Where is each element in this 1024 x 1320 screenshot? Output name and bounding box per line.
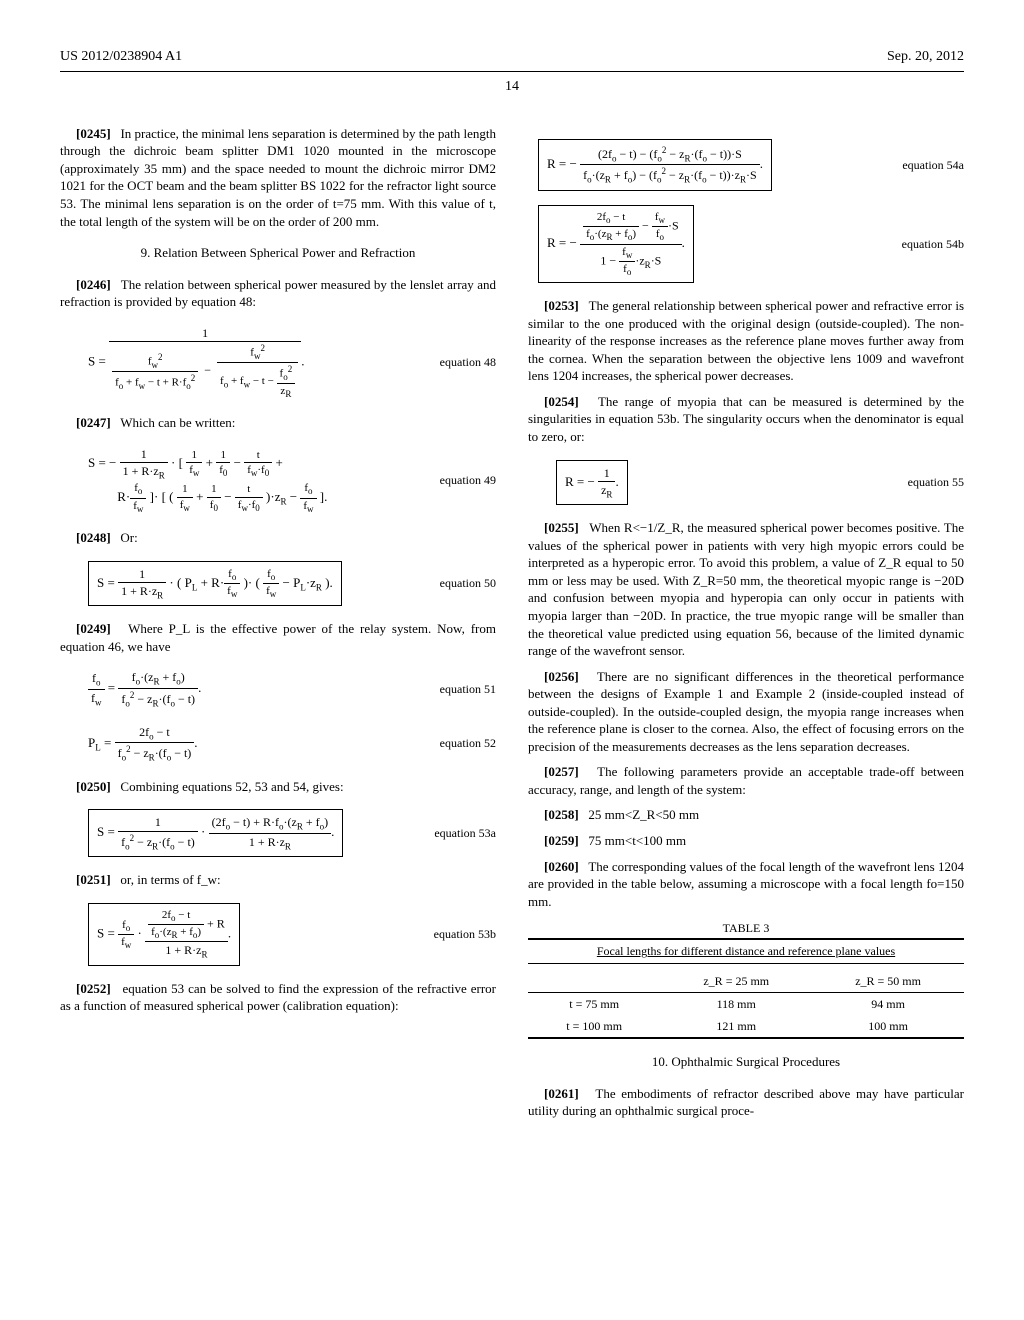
para-text: The embodiments of refractor described a… [528, 1086, 964, 1119]
eq-label: equation 51 [440, 681, 496, 697]
equation-53a: S = 1fo2 − zR·(fo − t) · (2fo − t) + R·f… [88, 809, 496, 857]
para-0251: [0251] or, in terms of f_w: [60, 871, 496, 889]
para-0247: [0247] Which can be written: [60, 414, 496, 432]
header-divider [60, 71, 964, 72]
para-text: In practice, the minimal lens separation… [60, 126, 496, 229]
para-0248: [0248] Or: [60, 529, 496, 547]
para-num: [0261] [544, 1086, 579, 1101]
para-0246: [0246] The relation between spherical po… [60, 276, 496, 311]
para-0258: [0258] 25 mm<Z_R<50 mm [528, 806, 964, 824]
para-text: The relation between spherical power mea… [60, 277, 496, 310]
para-num: [0256] [544, 669, 579, 684]
para-0250: [0250] Combining equations 52, 53 and 54… [60, 778, 496, 796]
para-0259: [0259] 75 mm<t<100 mm [528, 832, 964, 850]
para-num: [0250] [76, 779, 111, 794]
para-0256: [0256] There are no significant differen… [528, 668, 964, 756]
table-row: z_R = 25 mm z_R = 50 mm [528, 970, 964, 993]
para-num: [0252] [76, 981, 111, 996]
equation-50: S = 11 + R·zR · ( PL + R·fofw )· ( fofw … [88, 561, 496, 607]
equation-49: S = − 11 + R·zR · [ 1fw + 1f0 − tfw·f0 +… [88, 446, 496, 515]
para-num: [0247] [76, 415, 111, 430]
para-num: [0245] [76, 126, 111, 141]
equation-54b: R = − 2fo − tfo·(zR + fo) − fwfo·S 1 − f… [538, 205, 964, 283]
para-0245: [0245] In practice, the minimal lens sep… [60, 125, 496, 230]
para-text: Or: [120, 530, 137, 545]
para-0255: [0255] When R<−1/Z_R, the measured spher… [528, 519, 964, 659]
equation-52: PL = 2fo − tfo2 − zR·(fo − t). equation … [88, 724, 496, 764]
table-cell: 100 mm [812, 1015, 964, 1038]
para-num: [0254] [544, 394, 579, 409]
para-num: [0257] [544, 764, 579, 779]
pub-date: Sep. 20, 2012 [887, 48, 964, 67]
para-text: Combining equations 52, 53 and 54, gives… [120, 779, 343, 794]
eq-label: equation 49 [440, 472, 496, 488]
equation-55: R = − 1zR. equation 55 [556, 460, 964, 506]
table-header [528, 970, 660, 993]
para-num: [0260] [544, 859, 579, 874]
equation-53b: S = fofw · 2fo − tfo·(zR + fo) + R 1 + R… [88, 903, 496, 966]
equation-48: S = 1 fw2fo + fw − t + R·fo2 − fw2fo + f… [88, 325, 496, 400]
table-cell: t = 75 mm [528, 992, 660, 1015]
equation-51: fofw = fo·(zR + fo)fo2 − zR·(fo − t). eq… [88, 669, 496, 709]
para-0260: [0260] The corresponding values of the f… [528, 858, 964, 911]
body-columns: [0245] In practice, the minimal lens sep… [60, 125, 964, 1128]
eq-label: equation 54a [902, 157, 964, 173]
para-text: 75 mm<t<100 mm [588, 833, 686, 848]
eq-label: equation 54b [902, 236, 964, 252]
para-text: 25 mm<Z_R<50 mm [588, 807, 699, 822]
table-3-subtitle: Focal lengths for different distance and… [528, 938, 964, 963]
para-num: [0259] [544, 833, 579, 848]
para-num: [0249] [76, 621, 111, 636]
page-number: 14 [60, 78, 964, 97]
para-text: The corresponding values of the focal le… [528, 859, 964, 909]
para-0249: [0249] Where P_L is the effective power … [60, 620, 496, 655]
para-num: [0251] [76, 872, 111, 887]
para-text: There are no significant differences in … [528, 669, 964, 754]
table-cell: 94 mm [812, 992, 964, 1015]
para-num: [0253] [544, 298, 579, 313]
table-header: z_R = 50 mm [812, 970, 964, 993]
eq-label: equation 53a [434, 825, 496, 841]
table-row: t = 100 mm 121 mm 100 mm [528, 1015, 964, 1038]
para-0257: [0257] The following parameters provide … [528, 763, 964, 798]
para-0253: [0253] The general relationship between … [528, 297, 964, 385]
para-num: [0246] [76, 277, 111, 292]
para-text: When R<−1/Z_R, the measured spherical po… [528, 520, 964, 658]
equation-54a: R = − (2fo − t) − (fo2 − zR·(fo − t))·S … [538, 139, 964, 191]
eq-label: equation 52 [440, 735, 496, 751]
eq-label: equation 55 [908, 474, 964, 490]
para-text: Where P_L is the effective power of the … [60, 621, 496, 654]
pub-number: US 2012/0238904 A1 [60, 48, 182, 67]
table-3-title: TABLE 3 [528, 920, 964, 936]
table-cell: 118 mm [660, 992, 812, 1015]
para-text: Which can be written: [120, 415, 235, 430]
eq-label: equation 50 [440, 575, 496, 591]
table-cell: 121 mm [660, 1015, 812, 1038]
section-9-title: 9. Relation Between Spherical Power and … [60, 244, 496, 262]
para-text: The range of myopia that can be measured… [528, 394, 964, 444]
page-header: US 2012/0238904 A1 Sep. 20, 2012 [60, 48, 964, 67]
para-num: [0255] [544, 520, 579, 535]
para-num: [0258] [544, 807, 579, 822]
para-num: [0248] [76, 530, 111, 545]
para-0261: [0261] The embodiments of refractor desc… [528, 1085, 964, 1120]
para-0252: [0252] equation 53 can be solved to find… [60, 980, 496, 1015]
para-text: The following parameters provide an acce… [528, 764, 964, 797]
table-3: z_R = 25 mm z_R = 50 mm t = 75 mm 118 mm… [528, 970, 964, 1040]
eq-label: equation 53b [434, 926, 496, 942]
section-10-title: 10. Ophthalmic Surgical Procedures [528, 1053, 964, 1071]
table-row: t = 75 mm 118 mm 94 mm [528, 992, 964, 1015]
para-text: equation 53 can be solved to find the ex… [60, 981, 496, 1014]
eq-label: equation 48 [440, 354, 496, 370]
para-text: or, in terms of f_w: [120, 872, 220, 887]
para-text: The general relationship between spheric… [528, 298, 964, 383]
table-header: z_R = 25 mm [660, 970, 812, 993]
para-0254: [0254] The range of myopia that can be m… [528, 393, 964, 446]
table-cell: t = 100 mm [528, 1015, 660, 1038]
